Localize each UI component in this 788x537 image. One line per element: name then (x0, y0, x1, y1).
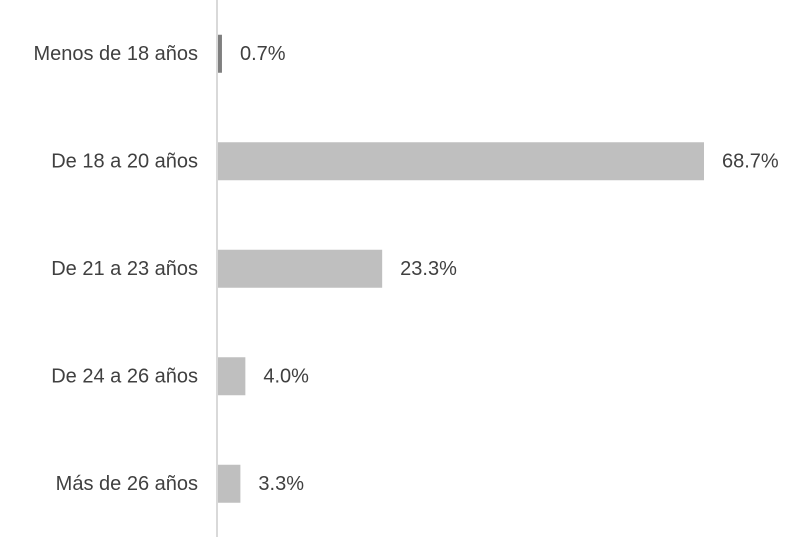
value-label-2: 68.7% (722, 150, 779, 172)
category-label-2: De 18 a 20 años (51, 150, 198, 172)
bar-4 (217, 357, 246, 396)
value-label-1: 0.7% (240, 43, 286, 65)
value-label-3: 23.3% (400, 258, 457, 280)
bar-5 (217, 464, 241, 503)
category-label-4: De 24 a 26 años (51, 365, 198, 387)
bar-2 (217, 142, 704, 181)
bar-1 (217, 34, 222, 73)
labels-layer: Menos de 18 años 0.7% De 18 a 20 años 68.7%… (33, 43, 778, 495)
value-label-5: 3.3% (258, 473, 304, 495)
category-label-3: De 21 a 23 años (51, 258, 198, 280)
value-label-4: 4.0% (263, 365, 309, 387)
category-label-5: Más de 26 años (56, 473, 198, 495)
category-label-1: Menos de 18 años (33, 43, 198, 65)
bars-layer (217, 34, 704, 503)
bar-3 (217, 249, 383, 288)
